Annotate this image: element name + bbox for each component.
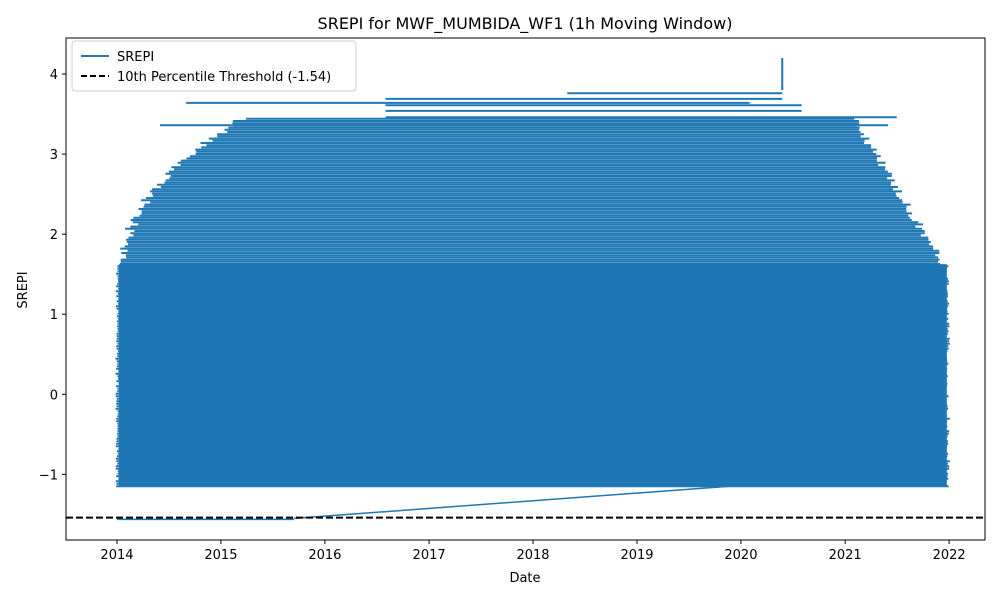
y-tick-label-3: 2	[50, 228, 58, 243]
x-tick-label-2016: 2016	[308, 548, 341, 563]
y-tick-label-1: 0	[50, 388, 58, 403]
y-tick-label-5: 4	[50, 68, 58, 83]
plot-area: 2014 2015 2016 2017 2018 2019 2020 2021 2022 −1 0 1…	[39, 37, 986, 563]
x-tick-label-2020: 2020	[724, 548, 757, 563]
x-tick-label-2021: 2021	[829, 548, 862, 563]
x-tick-label-2022: 2022	[933, 548, 966, 563]
y-axis-label: SREPI	[16, 271, 31, 308]
x-tick-label-2017: 2017	[413, 548, 446, 563]
srepi-series-strokes	[115, 117, 950, 488]
legend-frame	[71, 40, 357, 92]
chart-title: SREPI for MWF_MUMBIDA_WF1 (1h Moving Win…	[318, 14, 733, 34]
x-axis-label: Date	[509, 571, 540, 586]
y-tick-label-4: 3	[50, 148, 58, 163]
x-tick-label-2014: 2014	[100, 548, 133, 563]
legend: SREPI 10th Percentile Threshold (-1.54)	[71, 40, 357, 92]
srepi-diagonal-segment	[294, 484, 750, 520]
legend-label-srepi: SREPI	[117, 50, 154, 65]
x-tick-label-2018: 2018	[516, 548, 549, 563]
axes-frame	[65, 37, 986, 541]
legend-label-threshold: 10th Percentile Threshold (-1.54)	[117, 70, 331, 85]
y-tick-label-0: −1	[39, 468, 58, 483]
y-tick-label-2: 1	[50, 308, 58, 323]
x-tick-label-2019: 2019	[620, 548, 653, 563]
x-tick-label-2015: 2015	[204, 548, 237, 563]
